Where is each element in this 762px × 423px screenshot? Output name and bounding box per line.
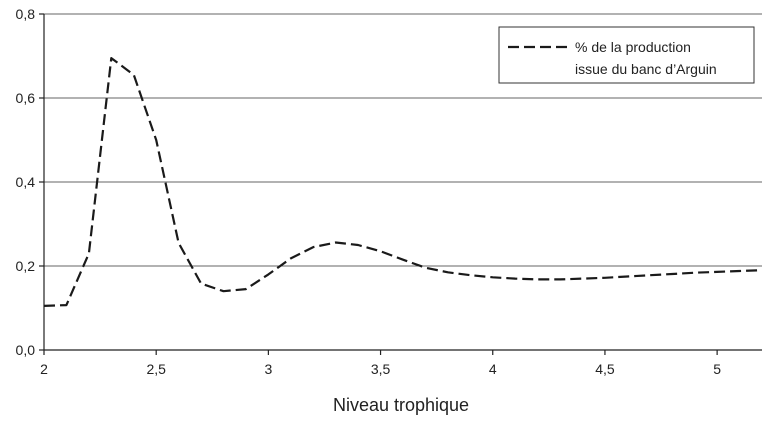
series (43, 56, 762, 307)
x-tick-label-5: 4,5 (595, 361, 615, 377)
x-axis-label: Niveau trophique (333, 395, 469, 415)
y-tick-label-0: 0,0 (16, 342, 36, 358)
y-tick-label-2: 0,4 (16, 174, 36, 190)
legend-box (498, 26, 755, 84)
y-tick-label-1: 0,2 (16, 258, 36, 274)
x-tick-label-4: 4 (489, 361, 497, 377)
x-tick-label-3: 3,5 (371, 361, 391, 377)
y-tick-label-3: 0,6 (16, 90, 36, 106)
y-tick-label-4: 0,8 (16, 6, 36, 22)
legend: % de la production issue du banc d’Argui… (498, 26, 755, 84)
gridlines (44, 13, 762, 267)
x-tick-label-2: 3 (264, 361, 272, 377)
legend-label-line-2: issue du banc d’Arguin (575, 61, 717, 77)
x-tick-label-1: 2,5 (146, 361, 166, 377)
axes: 0,0 0,2 0,4 0,6 0,8 2 2,5 3 3,5 4 4,5 5 (16, 6, 762, 377)
series-line-0 (43, 56, 762, 307)
legend-label-line-1: % de la production (575, 39, 691, 55)
x-tick-label-6: 5 (713, 361, 721, 377)
x-tick-label-0: 2 (40, 361, 48, 377)
